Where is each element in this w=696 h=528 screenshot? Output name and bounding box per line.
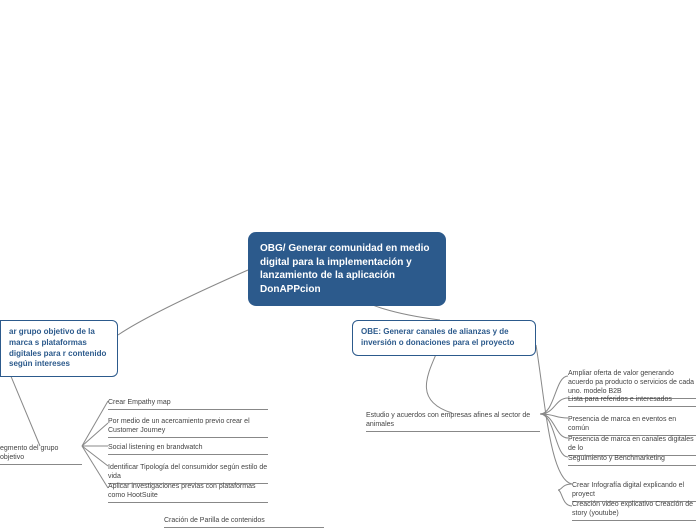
right-leaf-1[interactable]: Lista para referidos e interesados — [568, 395, 696, 407]
right-mid-node[interactable]: Estudio y acuerdos con empresas afines a… — [366, 411, 540, 432]
root-text: OBG/ Generar comunidad en medio digital … — [260, 243, 429, 295]
left-leaf-1[interactable]: Por medio de un acercamiento previo crea… — [108, 417, 268, 438]
right-leaf-text-0: Ampliar oferta de valor generando acuerd… — [568, 370, 694, 395]
right-leaf-4[interactable]: Seguimiento y Benchmarketing — [568, 454, 696, 466]
left-leaf-text-3: Identificar Tipología del consumidor seg… — [108, 464, 267, 480]
left-sub-text: ar grupo objetivo de la marca s platafor… — [9, 327, 106, 368]
right-sub-text: OBE: Generar canales de alianzas y de in… — [361, 327, 514, 347]
right-bottom-leaf-0[interactable]: Crear Infografía digital explicando el p… — [572, 481, 696, 502]
left-leaf-text-2: Social listening en brandwatch — [108, 444, 203, 451]
left-leaf-5[interactable]: Cración de Parilla de contenidos — [164, 516, 324, 528]
right-leaf-text-3: Presencia de marca en canales digitales … — [568, 436, 694, 452]
left-leaf-4[interactable]: Aplicar investigaciones previas con plat… — [108, 482, 268, 503]
left-leaf-text-4: Aplicar investigaciones previas con plat… — [108, 483, 255, 499]
right-bottom-leaf-1[interactable]: Creación video explicativo Creación de s… — [572, 500, 696, 521]
left-sub-node[interactable]: ar grupo objetivo de la marca s platafor… — [0, 320, 118, 377]
right-sub-node[interactable]: OBE: Generar canales de alianzas y de in… — [352, 320, 536, 356]
right-bottom-leaf-text-1: Creación video explicativo Creación de s… — [572, 501, 693, 517]
left-leaf-text-1: Por medio de un acercamiento previo crea… — [108, 418, 250, 434]
left-leaf-3[interactable]: Identificar Tipología del consumidor seg… — [108, 463, 268, 484]
left-leaf-0[interactable]: Crear Empathy map — [108, 398, 268, 410]
right-leaf-text-2: Presencia de marca en eventos en común — [568, 416, 676, 432]
left-column-header-text: egmento del grupo objetivo — [0, 445, 58, 461]
right-leaf-2[interactable]: Presencia de marca en eventos en común — [568, 415, 696, 436]
right-leaf-text-4: Seguimiento y Benchmarketing — [568, 455, 665, 462]
right-leaf-text-1: Lista para referidos e interesados — [568, 396, 672, 403]
left-leaf-text-0: Crear Empathy map — [108, 399, 171, 406]
left-column-header[interactable]: egmento del grupo objetivo — [0, 444, 82, 465]
right-mid-text: Estudio y acuerdos con empresas afines a… — [366, 412, 530, 428]
left-leaf-2[interactable]: Social listening en brandwatch — [108, 443, 268, 455]
right-bottom-leaf-text-0: Crear Infografía digital explicando el p… — [572, 482, 684, 498]
left-leaf-text-5: Cración de Parilla de contenidos — [164, 517, 265, 524]
right-leaf-3[interactable]: Presencia de marca en canales digitales … — [568, 435, 696, 456]
root-node[interactable]: OBG/ Generar comunidad en medio digital … — [248, 232, 446, 306]
